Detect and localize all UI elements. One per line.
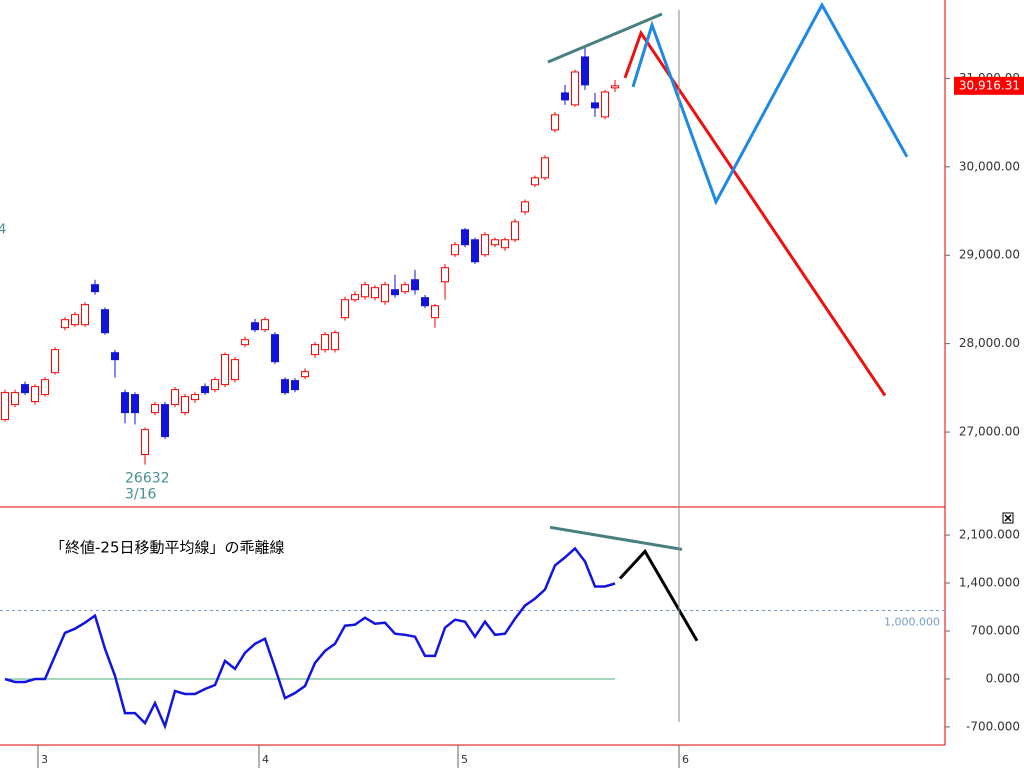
candle-body (291, 380, 299, 391)
candle-body (191, 394, 199, 401)
candle-body (391, 289, 399, 296)
candle-body (221, 354, 229, 386)
candle-body (481, 234, 489, 256)
candle-body (91, 284, 99, 293)
projection-line (631, 1, 909, 206)
candle-body (591, 102, 599, 109)
candle-body (181, 396, 189, 414)
close-cross[interactable] (1004, 514, 1012, 522)
x-tick-label: 6 (682, 753, 689, 766)
low-date: 3/16 (125, 487, 157, 503)
y-tick-label: 30,000.00 (959, 159, 1020, 173)
candle-body (571, 71, 579, 106)
candle-body (551, 114, 559, 131)
close-icon[interactable] (1002, 512, 1014, 524)
candle-body (611, 85, 619, 89)
oscillator-line (4, 546, 616, 730)
trend-line (549, 525, 683, 551)
y-tick-label: 1,400.000 (959, 576, 1020, 590)
candle-body (251, 322, 259, 331)
candle-body (421, 297, 429, 307)
candle-body (161, 404, 169, 438)
candle-body (21, 384, 29, 394)
candle-body (331, 332, 339, 351)
candle-body (211, 379, 219, 391)
candle-body (261, 319, 269, 331)
candle-body (171, 389, 179, 406)
candle-body (111, 352, 119, 361)
candle-body (371, 287, 379, 299)
candle-body (281, 379, 289, 394)
candle-body (141, 429, 149, 456)
y-tick-label: 28,000.00 (959, 336, 1020, 350)
x-tick-label: 3 (41, 753, 48, 766)
candle-body (131, 394, 139, 414)
candle-body (1, 392, 9, 421)
candle-body (121, 392, 129, 414)
y-tick-label: 2,100.000 (959, 528, 1020, 542)
candle-body (531, 177, 539, 186)
candle-body (411, 279, 419, 291)
candle-body (401, 284, 409, 293)
candle-body (201, 386, 209, 394)
x-tick-label: 5 (461, 753, 468, 766)
candle-body (101, 309, 109, 334)
candle-body (321, 334, 329, 351)
candle-body (511, 221, 519, 241)
projection-line (623, 29, 887, 397)
x-tick-label: 4 (262, 753, 269, 766)
y-tick-label: 27,000.00 (959, 425, 1020, 439)
candle-body (31, 386, 39, 403)
candle-body (601, 91, 609, 118)
y-tick-label: 0.000 (986, 671, 1020, 685)
candle-body (301, 371, 309, 378)
oscillator-title: 「終値-25日移動平均線」の乖離線 (50, 539, 285, 557)
candle-body (41, 379, 49, 396)
candle-body (51, 349, 59, 374)
y-tick-label: 700.000 (970, 623, 1020, 637)
candle-body (71, 314, 79, 326)
reference-label: 1,000.000 (884, 615, 940, 628)
candle-body (491, 239, 499, 246)
candle-body (11, 392, 19, 406)
candle-body (541, 157, 549, 179)
candle-body (241, 339, 249, 346)
candle-body (311, 344, 319, 356)
candle-body (351, 294, 359, 301)
candle-body (501, 239, 509, 249)
candle-body (441, 267, 449, 283)
trend-line (618, 548, 699, 642)
candle-body (81, 304, 89, 326)
candle-body (151, 404, 159, 414)
candle-body (61, 319, 69, 329)
last-price-tag (954, 76, 1024, 95)
candle-body (361, 284, 369, 298)
y-tick-label: -700.000 (966, 719, 1020, 733)
projection-line (547, 12, 663, 64)
candle-body (341, 299, 349, 319)
candle-body (521, 201, 529, 213)
candle-body (381, 284, 389, 303)
candle-body (231, 359, 239, 381)
candle-body (561, 92, 569, 101)
low-label: 26632 (125, 471, 170, 487)
candle-body (451, 244, 459, 256)
candle-body (271, 334, 279, 363)
candle-body (461, 229, 469, 246)
candle-body (471, 239, 479, 263)
candle-body (581, 56, 589, 86)
last-price-label: 30,916.31 (959, 78, 1020, 92)
edge-label: 4 (0, 223, 6, 238)
candle-body (431, 305, 439, 319)
y-tick-label: 29,000.00 (959, 248, 1020, 262)
